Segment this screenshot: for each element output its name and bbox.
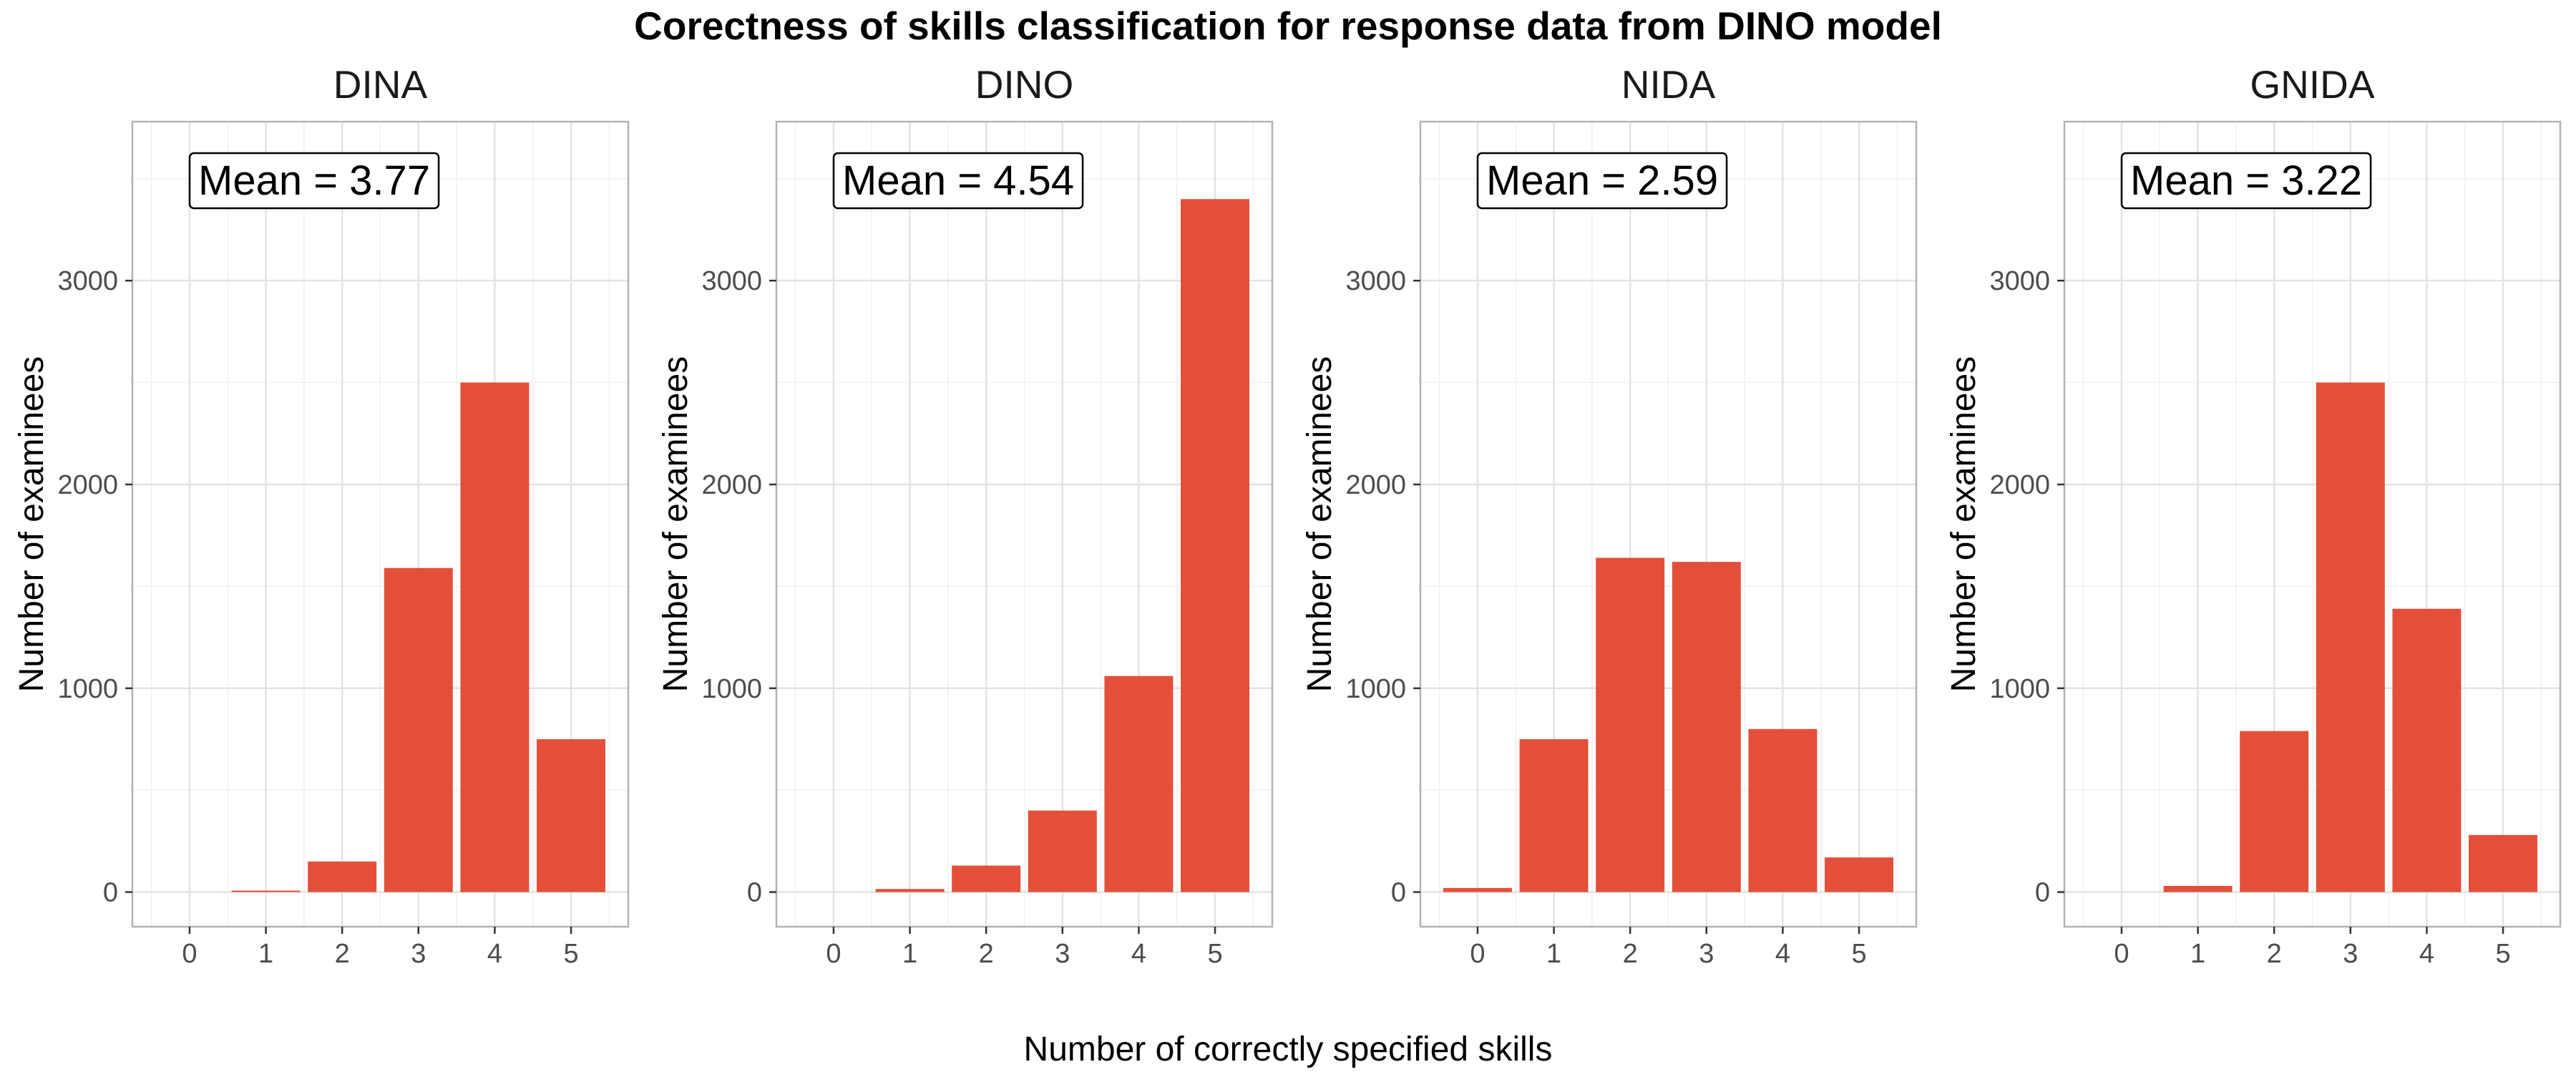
y-tick-label: 0 — [2035, 878, 2050, 908]
y-tick-label: 3000 — [1989, 266, 2050, 296]
facet-title: DINO — [975, 62, 1074, 107]
x-tick-label: 1 — [2190, 939, 2205, 969]
bar-1 — [2163, 886, 2233, 892]
mean-label: Mean = 4.54 — [842, 157, 1074, 204]
bar-3 — [2316, 382, 2385, 892]
x-tick-label: 4 — [487, 939, 502, 969]
x-tick-label: 3 — [2343, 939, 2358, 969]
bar-5 — [1825, 857, 1894, 892]
chart-title: Corectness of skills classification for … — [634, 4, 1942, 48]
x-tick-label: 3 — [1699, 939, 1714, 969]
bar-5 — [1181, 199, 1250, 892]
bar-3 — [384, 567, 453, 892]
bar-1 — [231, 890, 301, 892]
y-tick-label: 2000 — [1989, 470, 2050, 500]
panel-dina: 0 1000 2000 3000 0 1 2 3 4 5 DINA Number of examine… — [13, 62, 630, 969]
bar-3 — [1672, 562, 1741, 892]
y-tick-label: 3000 — [1345, 266, 1406, 296]
y-axis-title: Number of examinees — [1945, 356, 1983, 693]
mean-label: Mean = 3.77 — [198, 157, 430, 204]
x-tick-label: 3 — [1055, 939, 1070, 969]
mean-label-box — [2120, 152, 2372, 210]
x-tick-label: 1 — [902, 939, 917, 969]
bar-5 — [537, 739, 606, 892]
bar-4 — [1104, 676, 1174, 892]
y-tick-label: 2000 — [1345, 470, 1406, 500]
x-tick-label: 5 — [1207, 939, 1222, 969]
x-tick-label: 2 — [335, 939, 350, 969]
bar-3 — [1028, 810, 1097, 892]
y-axis-title: Number of examinees — [13, 356, 51, 693]
bar-4 — [1748, 728, 1818, 892]
panel-border — [1419, 120, 1918, 928]
bar-2 — [308, 861, 377, 892]
mean-label-box — [188, 152, 440, 210]
y-tick-label: 3000 — [701, 266, 762, 296]
y-tick-label: 3000 — [57, 266, 118, 296]
x-tick-label: 2 — [1623, 939, 1638, 969]
y-axis-title: Number of examinees — [657, 356, 695, 693]
x-tick-label: 3 — [411, 939, 426, 969]
x-tick-label: 5 — [1851, 939, 1866, 969]
y-tick-label: 0 — [103, 878, 118, 908]
y-tick-label: 2000 — [57, 470, 118, 500]
x-tick-label: 0 — [182, 939, 197, 969]
bar-4 — [460, 382, 530, 892]
x-tick-label: 4 — [1131, 939, 1146, 969]
mean-label: Mean = 3.22 — [2130, 157, 2362, 204]
y-tick-label: 0 — [1391, 878, 1406, 908]
panel-border — [2063, 120, 2562, 928]
bar-0 — [1443, 887, 1512, 892]
y-tick-label: 1000 — [1989, 674, 2050, 704]
bar-2 — [952, 865, 1021, 892]
mean-label-box — [1476, 152, 1728, 210]
mean-label: Mean = 2.59 — [1486, 157, 1718, 204]
x-tick-label: 4 — [2419, 939, 2434, 969]
bar-2 — [1596, 557, 1665, 892]
x-tick-label: 0 — [826, 939, 841, 969]
facet-title: NIDA — [1621, 62, 1716, 107]
bar-1 — [875, 889, 945, 892]
x-tick-label: 5 — [2495, 939, 2510, 969]
panel-nida: 0 1000 2000 3000 0 1 2 3 4 5 NIDA Number of examine… — [1301, 62, 1918, 969]
x-tick-label: 4 — [1775, 939, 1790, 969]
panel-gnida: 0 1000 2000 3000 0 1 2 3 4 5 GNIDA Number of examin… — [1945, 62, 2562, 969]
facet-title: DINA — [333, 62, 428, 107]
x-tick-label: 0 — [1470, 939, 1485, 969]
panel-dino: 0 1000 2000 3000 0 1 2 3 4 5 DINO Number of examine… — [657, 62, 1274, 969]
x-tick-label: 5 — [563, 939, 578, 969]
y-tick-label: 0 — [747, 878, 762, 908]
x-tick-label: 0 — [2114, 939, 2129, 969]
x-tick-label: 2 — [979, 939, 994, 969]
bar-4 — [2392, 608, 2462, 892]
y-tick-label: 1000 — [57, 674, 118, 704]
facet-title: GNIDA — [2250, 62, 2375, 107]
bar-1 — [1519, 739, 1589, 892]
x-tick-label: 2 — [2267, 939, 2282, 969]
panel-border — [775, 120, 1274, 928]
panel-border — [131, 120, 630, 928]
x-axis-title: Number of correctly specified skills — [1024, 1030, 1553, 1068]
bar-5 — [2469, 834, 2538, 892]
bar-2 — [2240, 731, 2309, 892]
y-tick-label: 1000 — [701, 674, 762, 704]
mean-label-box — [832, 152, 1084, 210]
y-axis-title: Number of examinees — [1301, 356, 1339, 693]
y-tick-label: 2000 — [701, 470, 762, 500]
y-tick-label: 1000 — [1345, 674, 1406, 704]
x-tick-label: 1 — [1546, 939, 1561, 969]
x-tick-label: 1 — [258, 939, 273, 969]
